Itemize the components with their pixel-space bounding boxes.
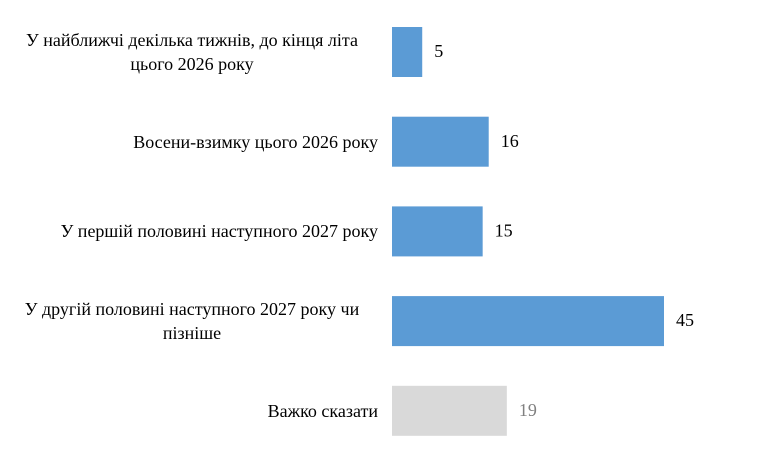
bar xyxy=(392,206,483,257)
category-label-box: Восени-взимку цього 2026 року xyxy=(0,112,378,172)
bar xyxy=(392,385,507,436)
category-label: Важко сказати xyxy=(267,400,378,421)
bar xyxy=(392,27,423,77)
category-label-box: Важко сказати xyxy=(0,381,378,441)
value-label: 45 xyxy=(676,310,694,330)
category-label: У другій половині наступного 2027 року ч… xyxy=(24,299,360,344)
value-label: 16 xyxy=(501,131,519,151)
value-label: 5 xyxy=(434,41,443,61)
category-label: У першій половині наступного 2027 року xyxy=(60,221,378,242)
bar xyxy=(392,116,489,167)
value-label: 15 xyxy=(495,221,513,241)
value-label: 19 xyxy=(519,400,537,420)
category-label: У найближчі декілька тижнів, до кінця лі… xyxy=(26,30,358,74)
category-label-box: У найближчі декілька тижнів, до кінця лі… xyxy=(0,22,378,82)
category-label-box: У першій половині наступного 2027 року xyxy=(0,201,378,261)
bar xyxy=(392,296,664,347)
category-label: Восени-взимку цього 2026 року xyxy=(133,131,378,152)
category-label-box: У другій половині наступного 2027 року ч… xyxy=(0,291,378,351)
